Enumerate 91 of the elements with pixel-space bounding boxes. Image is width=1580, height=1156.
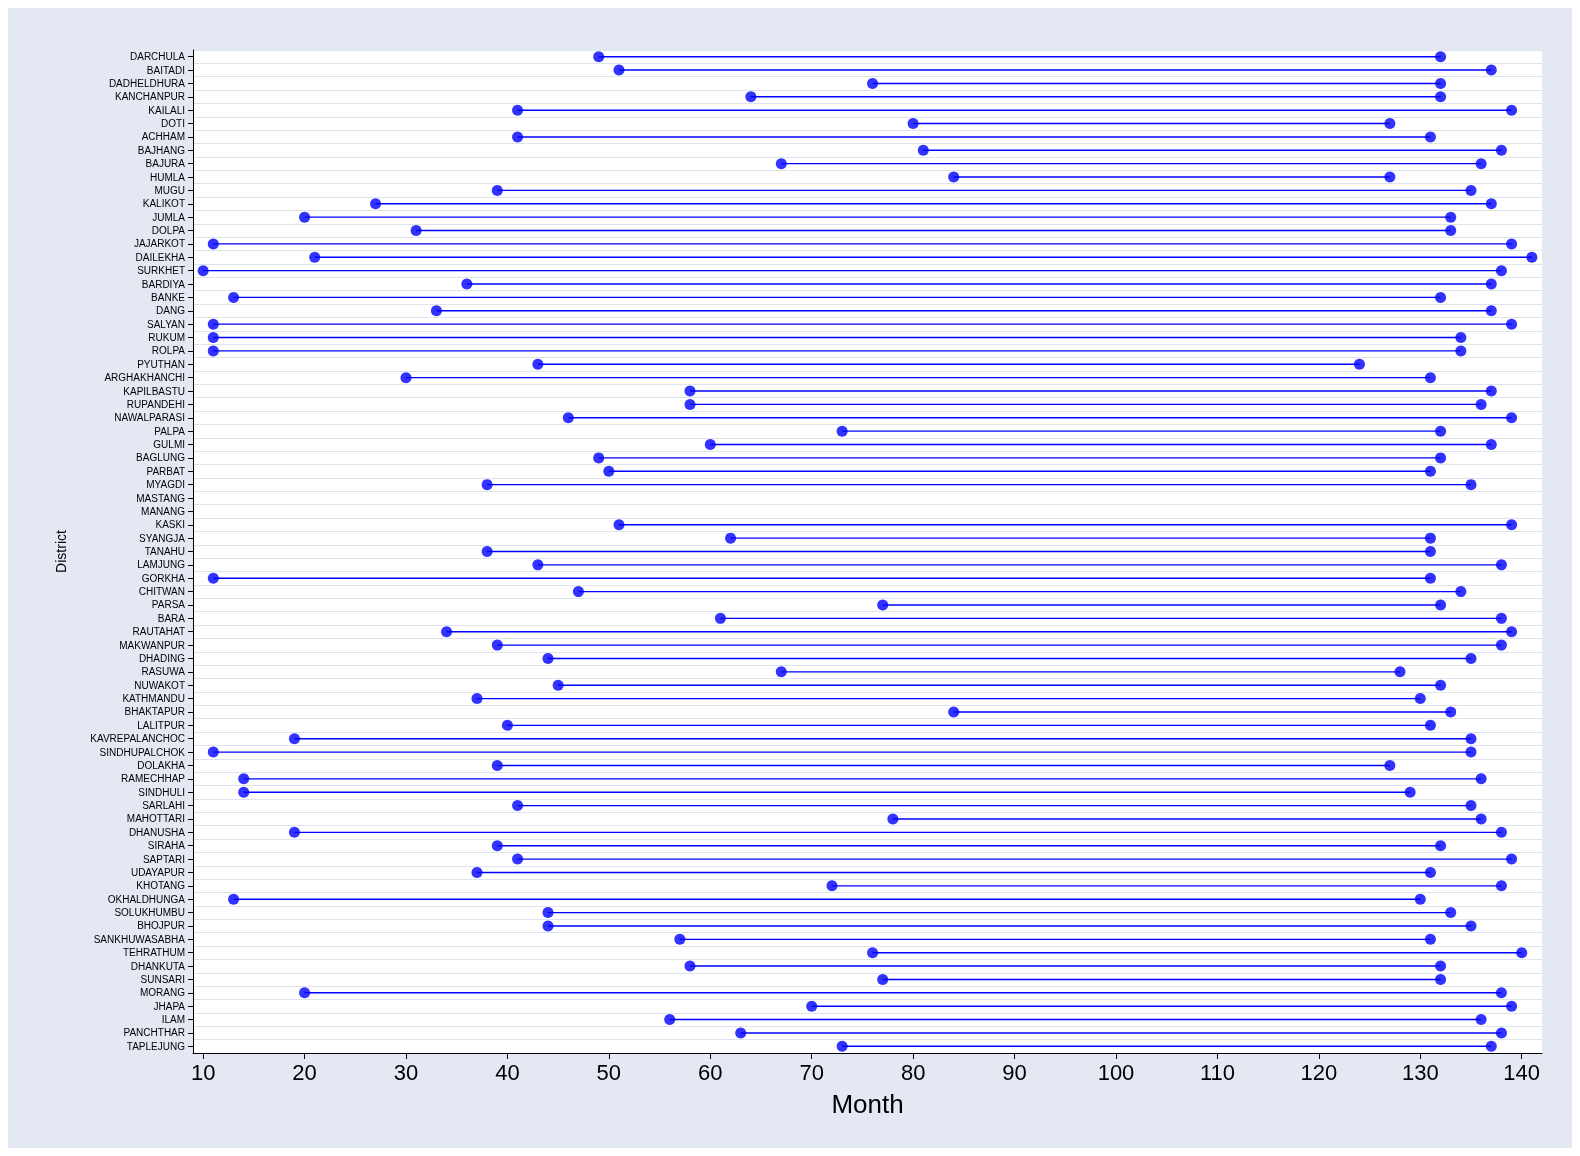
y-tick-label: DANG: [156, 305, 186, 317]
y-tick-label: GORKHA: [141, 572, 186, 584]
y-tick-label: DADHELDHURA: [108, 77, 186, 89]
x-tick-label: 40: [495, 1059, 520, 1085]
y-tick-label: SUNSARI: [140, 973, 185, 985]
y-tick-label: DOTI: [161, 118, 185, 130]
y-tick-label: RAMECHHAP: [121, 773, 186, 785]
y-tick-label: ACHHAM: [141, 131, 185, 143]
y-tick-label: DOLPA: [151, 225, 186, 237]
y-tick-label: KAPILBASTU: [123, 385, 185, 397]
y-tick-label: BANKE: [151, 291, 186, 303]
y-tick-label: SIRAHA: [147, 840, 186, 852]
y-tick-label: DAILEKHA: [135, 251, 186, 263]
y-tick-label: TEHRATHUM: [122, 947, 185, 959]
y-tick-label: MUGU: [154, 184, 185, 196]
x-axis-title: Month: [831, 1089, 904, 1119]
y-tick-label: JUMLA: [152, 211, 186, 223]
y-tick-label: RAUTAHAT: [132, 626, 185, 638]
y-tick-label: JHAPA: [153, 1000, 186, 1012]
y-tick-label: BAJURA: [145, 158, 186, 170]
y-tick-label: HUMLA: [149, 171, 186, 183]
y-tick-label: ILAM: [161, 1014, 185, 1026]
y-tick-label: OKHALDHUNGA: [107, 893, 186, 905]
x-tick-label: 130: [1401, 1059, 1439, 1085]
x-tick-label: 30: [393, 1059, 419, 1085]
y-tick-label: PANCHTHAR: [123, 1027, 185, 1039]
y-tick-label: NUWAKOT: [134, 679, 185, 691]
y-tick-label: MAHOTTARI: [126, 813, 185, 825]
y-tick-label: SURKHET: [137, 265, 185, 277]
y-tick-label: KAILALI: [148, 104, 185, 116]
x-tick-label: 80: [900, 1059, 926, 1085]
x-tick-label: 120: [1300, 1059, 1338, 1085]
y-tick-label: MAKWANPUR: [119, 639, 185, 651]
y-tick-label: DHANUSHA: [128, 826, 186, 838]
y-tick-label: DHANKUTA: [130, 960, 186, 972]
y-tick-label: KHOTANG: [136, 880, 186, 892]
y-tick-label: KASKI: [155, 519, 185, 531]
y-tick-label: BHAKTAPUR: [124, 706, 185, 718]
y-tick-label: MASTANG: [136, 492, 186, 504]
x-tick-label: 60: [698, 1059, 723, 1085]
y-tick-label: RUKUM: [148, 332, 185, 344]
y-tick-label: BARDIYA: [141, 278, 186, 290]
x-tick-label: 140: [1503, 1059, 1541, 1085]
y-tick-label: LAMJUNG: [137, 559, 186, 571]
y-tick-label: ROLPA: [151, 345, 186, 357]
y-tick-label: SARLAHI: [142, 800, 185, 812]
y-tick-label: BARA: [157, 612, 186, 624]
y-tick-label: JAJARKOT: [133, 238, 185, 250]
y-tick-label: KANCHANPUR: [114, 91, 185, 103]
y-tick-label: BHOJPUR: [137, 920, 185, 932]
y-tick-label: MYAGDI: [146, 479, 185, 491]
x-tick-label: 110: [1199, 1059, 1235, 1085]
y-tick-label: SOLUKHUMBU: [114, 907, 185, 919]
y-tick-label: GULMI: [153, 439, 185, 451]
y-tick-label: SINDHULI: [138, 786, 185, 798]
x-tick-label: 50: [596, 1059, 622, 1085]
y-tick-label: SANKHUWASABHA: [93, 933, 186, 945]
x-tick-label: 100: [1097, 1059, 1135, 1085]
x-tick-label: 90: [1002, 1059, 1027, 1085]
y-tick-label: KAVREPALANCHOC: [90, 733, 185, 745]
y-tick-label: PARSA: [151, 599, 186, 611]
y-tick-label: MORANG: [140, 987, 186, 999]
y-tick-label: KATHMANDU: [122, 693, 185, 705]
y-tick-label: BAJHANG: [137, 144, 186, 156]
x-tick-label: 20: [292, 1059, 317, 1085]
y-tick-label: PARBAT: [146, 465, 185, 477]
y-tick-label: PALPA: [154, 425, 186, 437]
y-tick-label: TAPLEJUNG: [126, 1040, 186, 1052]
y-axis-title: District: [53, 530, 69, 573]
y-tick-label: SAPTARI: [142, 853, 185, 865]
y-tick-label: SYANGJA: [139, 532, 186, 544]
y-tick-label: RASUWA: [141, 666, 186, 678]
y-tick-label: PYUTHAN: [137, 358, 185, 370]
y-tick-label: ARGHAKHANCHI: [104, 372, 185, 384]
y-tick-label: RUPANDEHI: [126, 398, 185, 410]
x-tick-label: 10: [190, 1059, 216, 1085]
y-tick-label: DOLAKHA: [137, 759, 186, 771]
y-tick-label: KALIKOT: [142, 198, 185, 210]
x-tick-label: 70: [799, 1059, 824, 1085]
y-tick-label: LALITPUR: [137, 719, 185, 731]
y-tick-label: BAITADI: [146, 64, 185, 76]
y-tick-label: DHADING: [138, 652, 186, 664]
y-tick-label: BAGLUNG: [136, 452, 186, 464]
y-tick-label: DARCHULA: [129, 51, 186, 63]
y-tick-label: UDAYAPUR: [130, 866, 185, 878]
y-tick-label: SINDHUPALCHOK: [99, 746, 186, 758]
y-tick-label: NAWALPARASI: [114, 412, 185, 424]
y-tick-label: CHITWAN: [138, 586, 185, 598]
y-tick-label: SALYAN: [147, 318, 185, 330]
y-tick-label: MANANG: [141, 505, 186, 517]
y-tick-label: TANAHU: [144, 546, 185, 557]
